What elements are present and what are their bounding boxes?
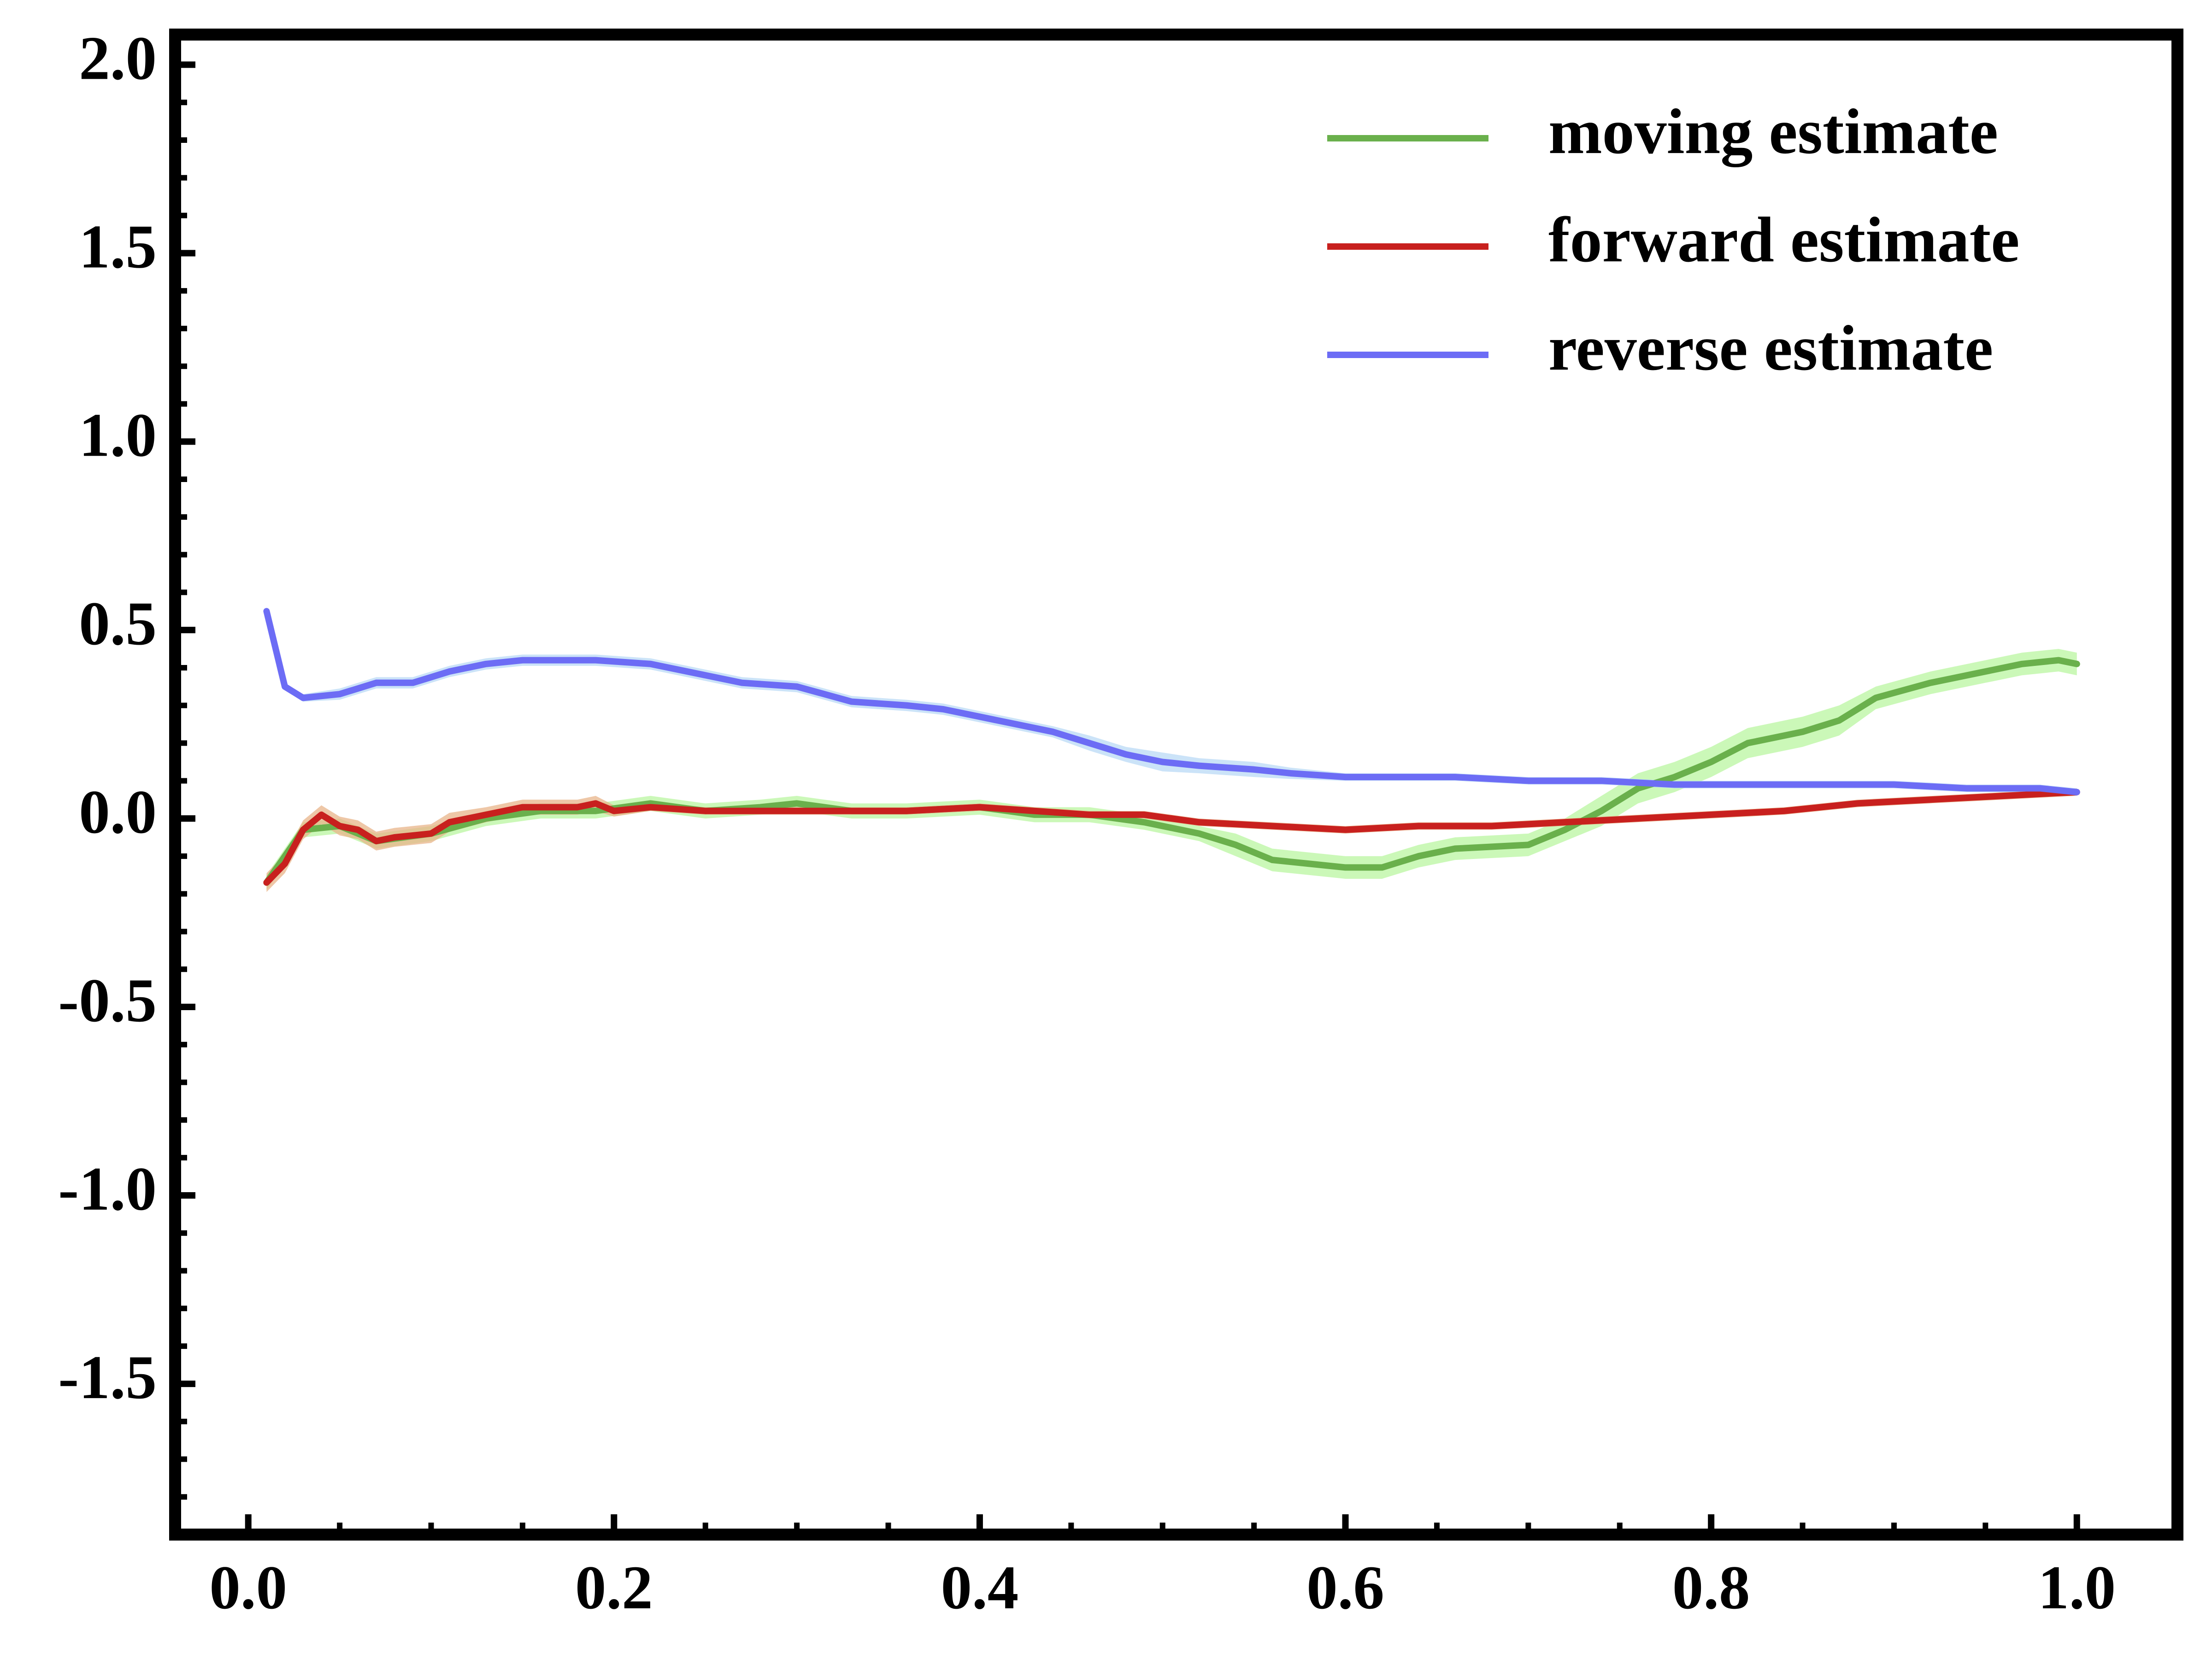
y-tick-label: 2.0: [79, 24, 157, 93]
y-tick-label: 1.0: [79, 401, 157, 470]
y-tick-label: 1.5: [79, 212, 157, 281]
confidence-bands: [266, 607, 2077, 892]
series-line-2: [263, 608, 2080, 795]
y-tick-label: 0.0: [79, 778, 157, 847]
x-tick-label: 0.2: [575, 1553, 653, 1622]
x-tick-label: 1.0: [2038, 1553, 2116, 1622]
x-tick-label: 0.8: [1672, 1553, 1750, 1622]
y-tick-label: -1.5: [58, 1343, 157, 1412]
plot-frame: [169, 29, 2183, 1541]
x-axis: 0.0 0.2 0.4 0.6 0.8 1.0: [209, 1514, 2116, 1622]
series-band-2: [266, 607, 2077, 796]
y-tick-label: 0.5: [79, 589, 157, 658]
legend: moving estimate forward estimate reverse e…: [1327, 96, 2019, 384]
series-line-0: [263, 657, 2080, 886]
x-tick-label: 0.6: [1306, 1553, 1384, 1622]
x-tick-label: 0.0: [209, 1553, 287, 1622]
series-band-0: [266, 649, 2077, 890]
legend-label-2: reverse estimate: [1548, 312, 1993, 384]
series-band-1: [266, 788, 2077, 892]
series-line-1: [263, 788, 2080, 886]
legend-label-0: moving estimate: [1548, 96, 1998, 167]
legend-label-1: forward estimate: [1548, 204, 2019, 276]
x-tick-label: 0.4: [941, 1553, 1019, 1622]
series-lines: [263, 608, 2080, 886]
y-tick-label: -0.5: [58, 966, 157, 1035]
y-tick-label: -1.0: [58, 1155, 157, 1224]
y-axis: 2.0 1.5 1.0 0.5 0.0 -0.5 -1.0 -1.5: [58, 24, 195, 1537]
